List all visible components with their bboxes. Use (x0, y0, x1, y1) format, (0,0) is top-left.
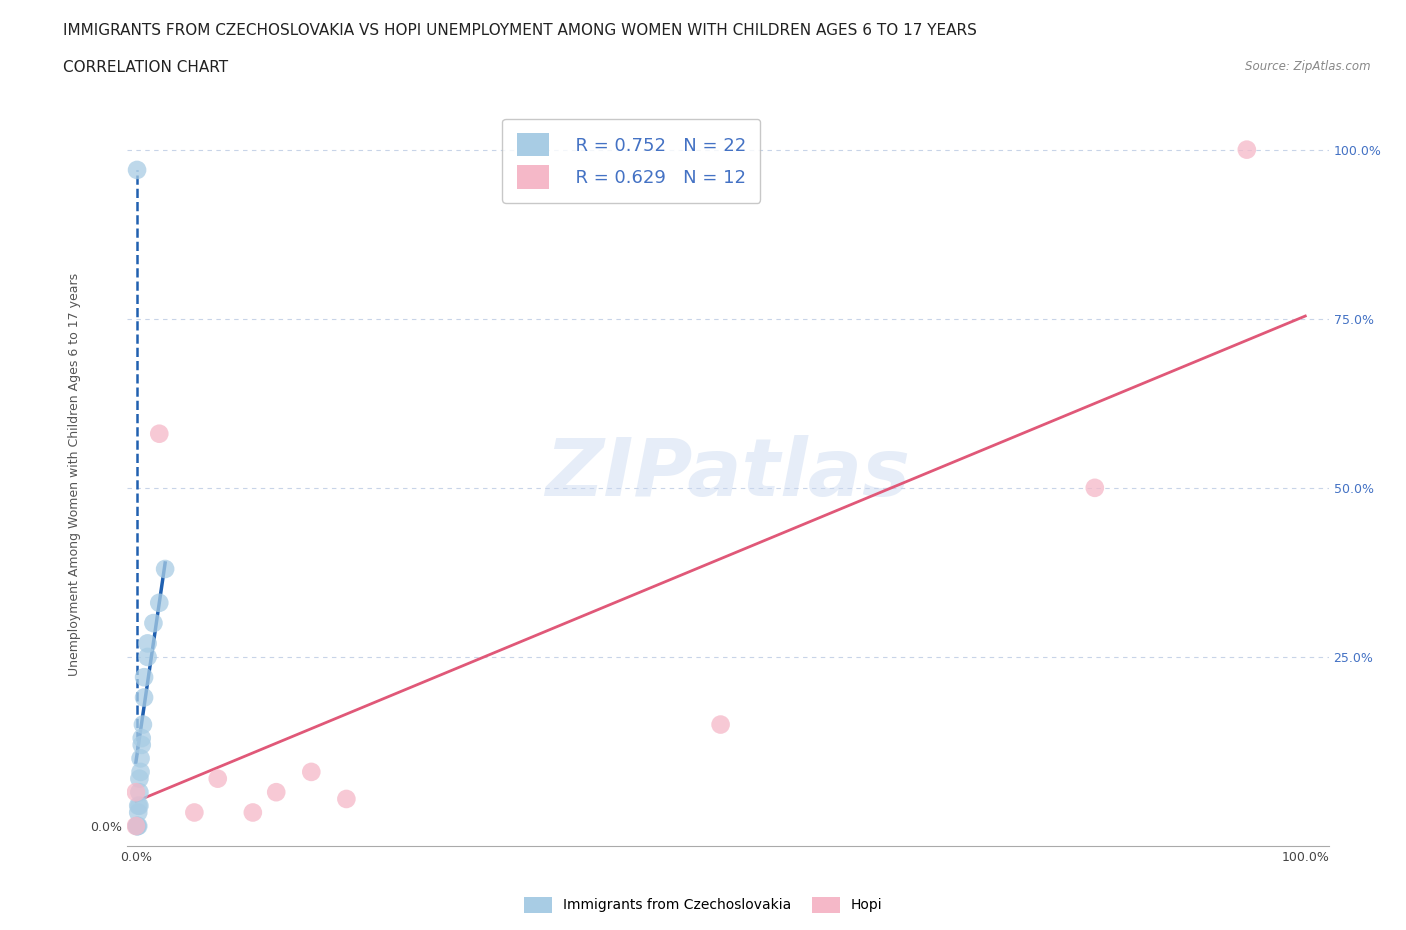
Point (128, 798, 150, 813)
Legend: Immigrants from Czechoslovakia, Hopi: Immigrants from Czechoslovakia, Hopi (519, 891, 887, 919)
Point (148, 426, 170, 441)
Point (136, 649, 159, 664)
Point (129, 764, 152, 779)
Point (207, 771, 229, 786)
Point (1236, 142, 1258, 157)
Point (1084, 481, 1107, 496)
Text: Source: ZipAtlas.com: Source: ZipAtlas.com (1246, 60, 1371, 73)
Point (335, 791, 357, 806)
Point (128, 771, 150, 786)
Point (127, 798, 149, 813)
Point (299, 764, 322, 779)
Point (125, 163, 148, 178)
Point (132, 717, 155, 732)
Point (153, 562, 176, 577)
Point (710, 717, 733, 732)
Point (132, 670, 155, 684)
Point (128, 785, 150, 800)
Y-axis label: Unemployment Among Women with Children Ages 6 to 17 years: Unemployment Among Women with Children A… (69, 272, 82, 676)
Point (125, 818, 148, 833)
Point (148, 595, 170, 610)
Point (136, 636, 159, 651)
Point (264, 785, 287, 800)
Point (127, 805, 149, 820)
Text: ZIPatlas: ZIPatlas (546, 435, 910, 513)
Point (131, 737, 153, 752)
Point (129, 751, 152, 765)
Point (125, 818, 148, 833)
Point (183, 805, 205, 820)
Point (125, 785, 148, 800)
Text: CORRELATION CHART: CORRELATION CHART (63, 60, 228, 75)
Legend:   R = 0.752   N = 22,   R = 0.629   N = 12: R = 0.752 N = 22, R = 0.629 N = 12 (502, 119, 761, 203)
Point (127, 818, 149, 833)
Point (125, 818, 148, 833)
Point (132, 690, 155, 705)
Point (125, 818, 148, 833)
Point (242, 805, 264, 820)
Point (131, 731, 153, 746)
Point (142, 616, 165, 631)
Text: IMMIGRANTS FROM CZECHOSLOVAKIA VS HOPI UNEMPLOYMENT AMONG WOMEN WITH CHILDREN AG: IMMIGRANTS FROM CZECHOSLOVAKIA VS HOPI U… (63, 23, 977, 38)
